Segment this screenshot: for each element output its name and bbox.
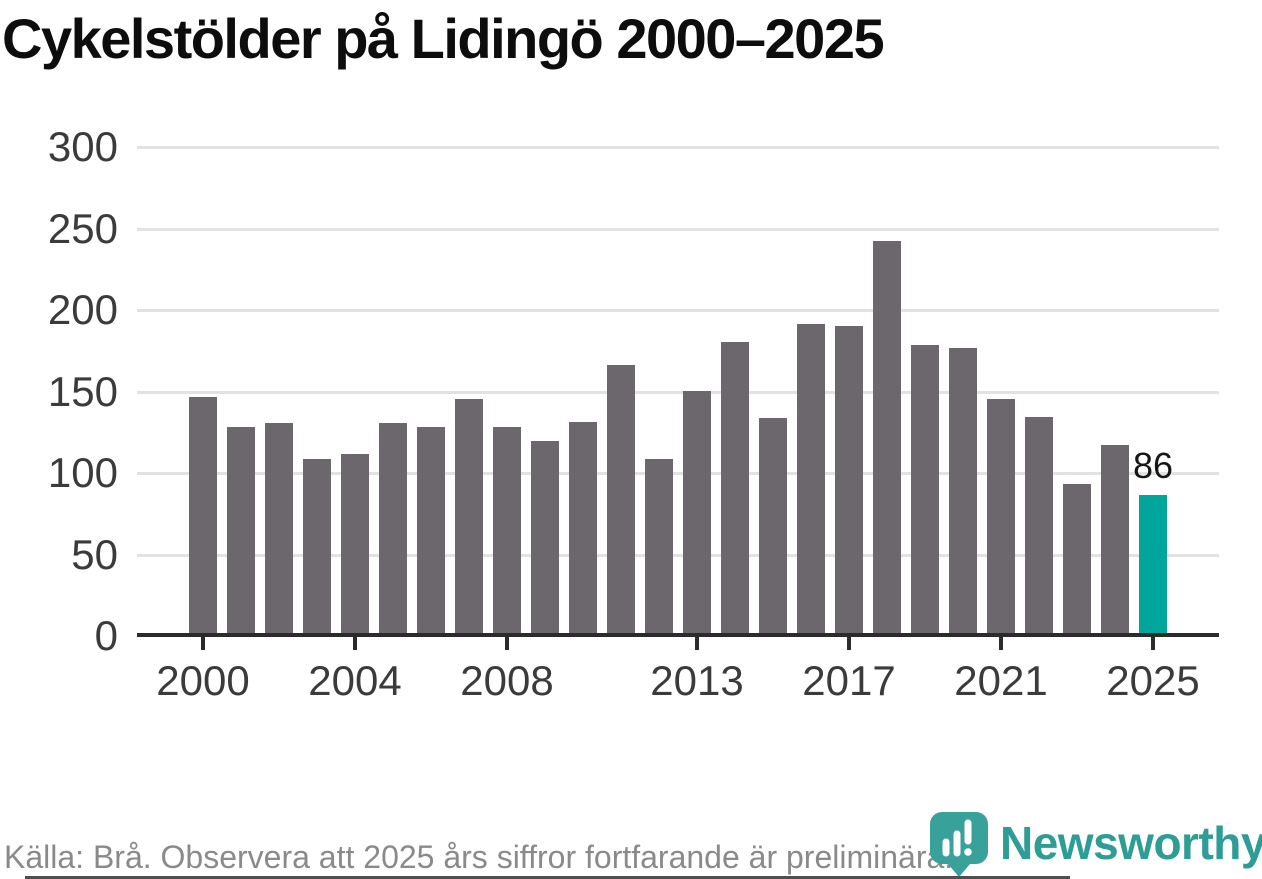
bar-2018 [873, 240, 901, 635]
x-tick-2013 [695, 635, 699, 650]
x-tick-2025 [1151, 635, 1155, 650]
gridline-250 [137, 227, 1219, 231]
x-axis-line [137, 633, 1219, 637]
gridline-300 [137, 146, 1219, 150]
x-tick-2000 [201, 635, 205, 650]
x-tick-label-2025: 2025 [1106, 657, 1200, 704]
newsworthy-logo: Newsworthy [928, 808, 1262, 878]
x-tick-label-2017: 2017 [802, 657, 896, 704]
bar-2008 [493, 426, 521, 635]
x-tick-label-2013: 2013 [650, 657, 744, 704]
bar-2015 [759, 418, 787, 635]
bar-2004 [341, 454, 369, 635]
bar-2020 [949, 348, 977, 635]
bar-2014 [721, 341, 749, 635]
x-tick-label-2004: 2004 [308, 657, 402, 704]
y-tick-label-100: 100 [47, 449, 118, 497]
bar-2006 [417, 426, 445, 635]
y-tick-label-0: 0 [94, 612, 118, 659]
bar-2010 [569, 421, 597, 635]
source-note: Källa: Brå. Observera att 2025 års siffr… [4, 839, 954, 875]
y-tick-label-300: 300 [47, 123, 118, 171]
newsworthy-wordmark: Newsworthy [1000, 817, 1262, 869]
y-tick-label-200: 200 [47, 286, 118, 334]
bar-2000 [189, 397, 217, 635]
gridline-150 [137, 390, 1219, 394]
bar-2005 [379, 423, 407, 635]
x-tick-label-2000: 2000 [156, 657, 250, 704]
bar-value-label-2025: 86 [1132, 444, 1174, 486]
x-tick-2008 [505, 635, 509, 650]
bar-2007 [455, 398, 483, 635]
bar-2003 [303, 459, 331, 635]
bar-2001 [227, 426, 255, 635]
chart-title: Cykelstölder på Lidingö 2000–2025 [2, 7, 885, 70]
gridline-50 [137, 553, 1219, 557]
bar-chart-pin-icon [930, 812, 988, 877]
x-tick-label-2008: 2008 [460, 657, 554, 704]
bar-2023 [1063, 483, 1091, 635]
bar-2019 [911, 345, 939, 635]
x-tick-label-2021: 2021 [954, 657, 1048, 704]
cropped-bottom-text-strip [25, 876, 1070, 879]
bar-2021 [987, 398, 1015, 635]
x-tick-2017 [847, 635, 851, 650]
bar-2012 [645, 459, 673, 635]
x-tick-2004 [353, 635, 357, 650]
bar-2013 [683, 390, 711, 635]
bar-2016 [797, 324, 825, 635]
x-tick-2021 [999, 635, 1003, 650]
gridline-200 [137, 309, 1219, 313]
y-tick-label-150: 150 [47, 367, 118, 415]
bar-2025 [1139, 494, 1167, 635]
bar-2022 [1025, 416, 1053, 635]
bar-2017 [835, 325, 863, 635]
gridline-100 [137, 472, 1219, 476]
y-tick-label-50: 50 [71, 530, 118, 578]
y-tick-label-250: 250 [47, 204, 118, 252]
bar-2011 [607, 364, 635, 635]
bar-2009 [531, 441, 559, 635]
bar-2002 [265, 423, 293, 635]
bar-2024 [1101, 444, 1129, 635]
